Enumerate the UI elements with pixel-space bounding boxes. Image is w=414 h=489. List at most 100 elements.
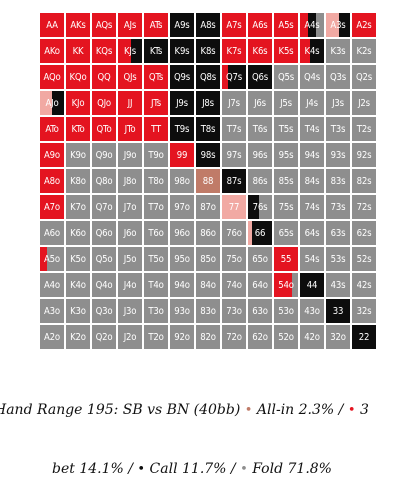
hand-cell-A3s: A3s [325,12,351,38]
hand-cell-T3o: T3o [143,298,169,324]
caption-line-2: bet 14.1% / • Call 11.7% / • Fold 71.8% [52,461,414,477]
hand-cell-fold-fill [222,325,246,349]
hand-cell-label: 72s [356,201,372,213]
hand-cell-label: 65o [252,253,268,265]
hand-cell-label: KQo [69,71,87,83]
hand-cell-fold-fill [196,247,220,271]
hand-cell-33: 33 [325,298,351,324]
hand-cell-label: 77 [228,201,240,213]
hand-cell-A2o: A2o [39,324,65,350]
hand-cell-95o: 95o [169,246,195,272]
hand-cell-label: 52s [356,253,372,265]
hand-cell-raise-fill [300,13,309,37]
hand-cell-raise-fill [92,91,116,115]
hand-cell-label: J6o [123,227,137,239]
hand-cell-label: J3o [123,305,137,317]
hand-cell-74o: 74o [221,272,247,298]
hand-cell-A8o: A8o [39,168,65,194]
hand-cell-raise-fill [274,247,298,271]
hand-cell-raise-fill [274,273,292,297]
hand-cell-label: K5o [70,253,86,265]
hand-cell-label: 65s [278,227,294,239]
hand-cell-label: T5s [278,123,294,135]
hand-cell-fold-fill [118,273,142,297]
hand-cell-fold-fill [66,195,90,219]
raise-legend-text: 3 [359,402,369,418]
hand-cell-64o: 64o [247,272,273,298]
hand-cell-label: Q8s [199,71,217,83]
hand-cell-Q8s: Q8s [195,64,221,90]
hand-cell-KJo: KJo [65,90,91,116]
hand-cell-AKo: AKo [39,38,65,64]
hand-cell-label: AQs [95,19,113,31]
hand-cell-raise-fill [66,13,90,37]
hand-cell-Q9s: Q9s [169,64,195,90]
hand-cell-84o: 84o [195,272,221,298]
hand-cell-QJs: QJs [117,64,143,90]
hand-cell-label: ATo [45,123,59,135]
hand-cell-label: K9s [174,45,190,57]
hand-cell-label: K6o [70,227,86,239]
hand-cell-A3o: A3o [39,298,65,324]
hand-cell-label: 32o [330,331,346,343]
hand-cell-fold-fill [292,273,298,297]
hand-cell-label: 43o [304,305,320,317]
hand-cell-KJs: KJs [117,38,143,64]
hand-cell-fold-fill [222,247,246,271]
hand-cell-fold-fill [300,195,324,219]
hand-cell-raise-fill [170,143,194,167]
hand-cell-93o: 93o [169,298,195,324]
hand-cell-76s: 76s [247,194,273,220]
hand-cell-K2o: K2o [65,324,91,350]
hand-cell-fold-fill [248,117,272,141]
hand-cell-label: K2o [70,331,86,343]
hand-cell-label: J9s [176,97,188,109]
hand-cell-label: K4o [70,279,86,291]
hand-cell-54s: 54s [299,246,325,272]
hand-cell-label: Q6s [251,71,269,83]
hand-cell-label: 32s [356,305,372,317]
hand-cell-call-fill [196,13,220,37]
hand-cell-fold-fill [144,273,168,297]
hand-cell-allin-fill [196,169,220,193]
hand-cell-raise-fill [40,13,64,37]
hand-cell-K6s: K6s [247,38,273,64]
hand-cell-label: 84o [200,279,216,291]
hand-cell-55: 55 [273,246,299,272]
hand-cell-fold-fill [92,273,116,297]
hand-cell-Q4o: Q4o [91,272,117,298]
hand-cell-label: 54s [304,253,320,265]
hand-cell-call-fill [248,195,259,219]
hand-cell-label: T6s [252,123,268,135]
hand-cell-JTo: JTo [117,116,143,142]
hand-cell-label: J4o [123,279,137,291]
hand-cell-fold-fill [92,169,116,193]
hand-cell-call-fill [352,325,376,349]
hand-cell-label: KK [72,45,84,57]
hand-cell-fold-fill [315,13,324,37]
hand-cell-fold-fill [352,169,376,193]
hand-cell-label: J5s [280,97,292,109]
hand-cell-J6s: J6s [247,90,273,116]
hand-cell-AQo: AQo [39,64,65,90]
hand-cell-raise-fill [300,39,310,63]
hand-cell-86o: 86o [195,220,221,246]
hand-cell-fold-fill [352,221,376,245]
hand-cell-raise-fill [40,143,64,167]
hand-cell-J2s: J2s [351,90,377,116]
hand-cell-T5s: T5s [273,116,299,142]
hand-cell-label: K7o [70,201,86,213]
hand-cell-fold-fill [248,325,272,349]
hand-cell-label: 42o [304,331,320,343]
hand-cell-94o: 94o [169,272,195,298]
hand-cell-fold-fill [248,91,272,115]
hand-cell-J3o: J3o [117,298,143,324]
hand-cell-fold-fill [300,91,324,115]
hand-cell-65s: 65s [273,220,299,246]
hand-cell-label: QJs [123,71,137,83]
hand-cell-fold-fill [274,299,298,323]
hand-cell-call-fill [248,65,272,89]
hand-cell-label: QQ [97,71,111,83]
hand-cell-J8s: J8s [195,90,221,116]
hand-cell-label: 66 [254,227,266,239]
